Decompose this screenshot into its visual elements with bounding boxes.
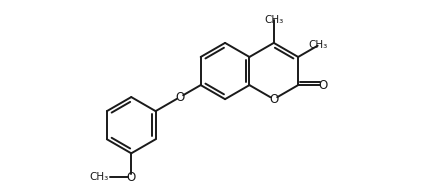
Text: O: O (127, 171, 136, 184)
Text: CH₃: CH₃ (265, 15, 284, 25)
Text: O: O (269, 93, 278, 106)
Text: O: O (319, 79, 328, 92)
Text: CH₃: CH₃ (309, 40, 328, 50)
Text: O: O (175, 91, 184, 103)
Text: CH₃: CH₃ (89, 172, 109, 182)
